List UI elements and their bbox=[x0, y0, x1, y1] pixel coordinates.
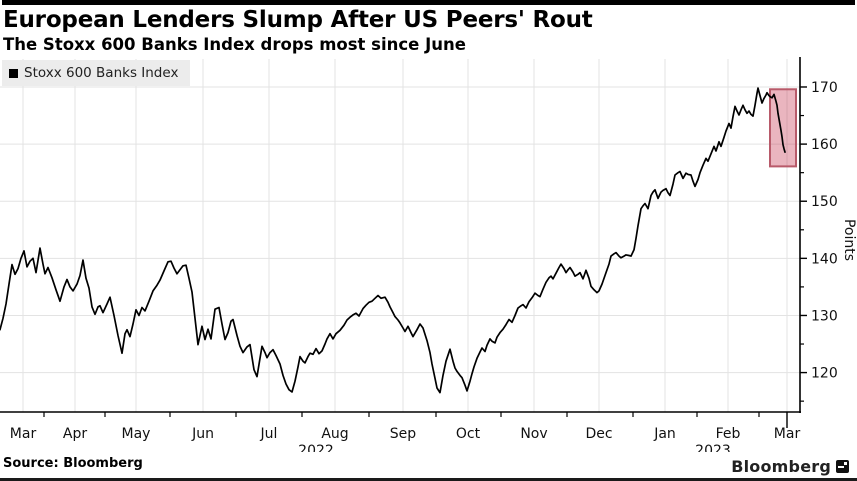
bloomberg-wordmark: Bloomberg bbox=[731, 457, 831, 476]
x-tick-label: Mar bbox=[774, 426, 801, 442]
chart-subtitle: The Stoxx 600 Banks Index drops most sin… bbox=[3, 35, 466, 54]
highlight-box bbox=[769, 88, 797, 168]
index-line bbox=[0, 87, 786, 394]
x-tick-label: Nov bbox=[520, 426, 547, 442]
x-tick-label: Jun bbox=[191, 426, 214, 442]
source-note: Source: Bloomberg bbox=[3, 456, 143, 471]
x-tick-label: Dec bbox=[585, 426, 612, 442]
x-year-label: 2022 bbox=[298, 443, 334, 452]
legend-label: Stoxx 600 Banks Index bbox=[24, 65, 179, 81]
x-tick-label: Aug bbox=[321, 426, 348, 442]
y-tick-label: 170 bbox=[811, 80, 838, 96]
x-tick-label: Jan bbox=[653, 426, 676, 442]
line-chart: 120 130 140 150 160 170 Points Mar Apr May Jun Jul A… bbox=[0, 57, 857, 452]
bottom-border bbox=[0, 478, 857, 481]
x-tick-label: Jul bbox=[260, 426, 278, 442]
y-tick-label: 140 bbox=[811, 251, 838, 267]
bloomberg-logo: Bloomberg bbox=[731, 457, 849, 476]
terminal-icon bbox=[836, 460, 849, 473]
y-axis-title: Points bbox=[841, 219, 857, 261]
chart-title: European Lenders Slump After US Peers' R… bbox=[3, 7, 593, 33]
chart-area: 120 130 140 150 160 170 Points Mar Apr May Jun Jul A… bbox=[0, 57, 857, 452]
x-tick-label: Apr bbox=[63, 426, 87, 442]
x-year-label: 2023 bbox=[695, 443, 731, 452]
y-tick-label: 130 bbox=[811, 308, 838, 324]
legend: Stoxx 600 Banks Index bbox=[2, 60, 191, 86]
y-tick-label: 150 bbox=[811, 194, 838, 210]
x-tick-label: Sep bbox=[390, 426, 417, 442]
legend-marker bbox=[9, 68, 18, 78]
x-tick-label: Oct bbox=[456, 426, 481, 442]
x-tick-label: May bbox=[122, 426, 151, 442]
x-tick-label: Mar bbox=[10, 426, 37, 442]
top-accent-bar bbox=[2, 0, 855, 5]
x-tick-label: Feb bbox=[716, 426, 741, 442]
y-tick-label: 120 bbox=[811, 366, 838, 382]
y-tick-label: 160 bbox=[811, 137, 838, 153]
